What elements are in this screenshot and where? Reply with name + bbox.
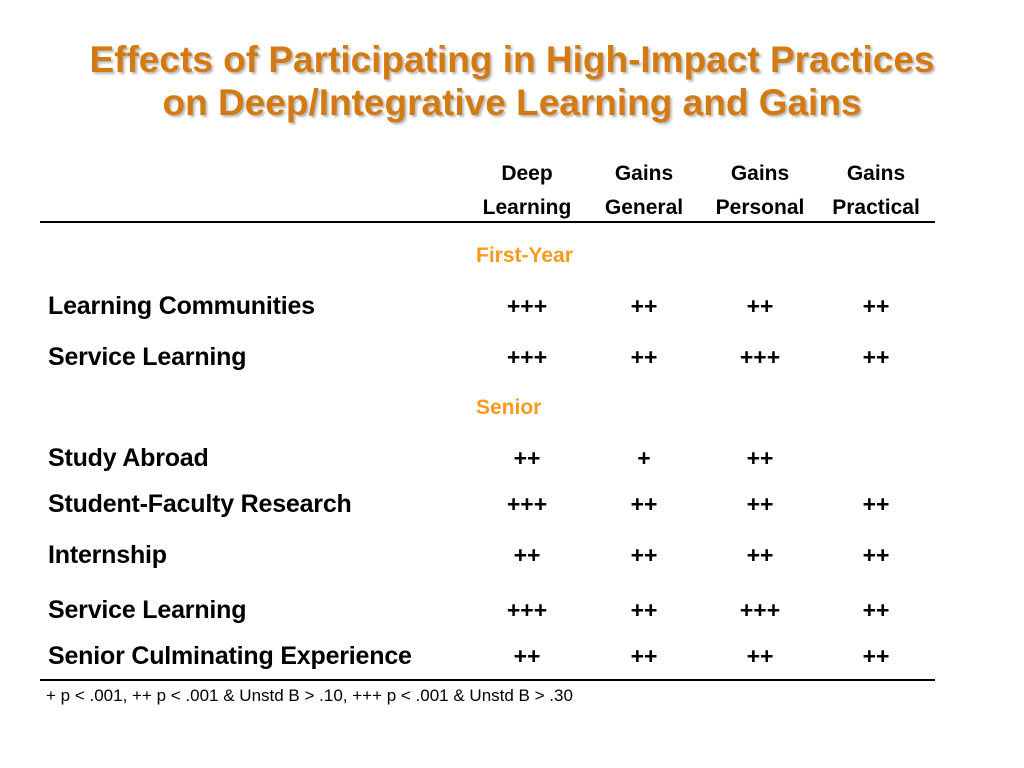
cell-deep-learning: +++: [506, 293, 548, 319]
cell-gains-personal: +++: [739, 597, 781, 623]
cell-gains-practical: ++: [862, 542, 890, 568]
row-label: Internship: [48, 541, 167, 569]
cell-gains-general: ++: [630, 293, 658, 319]
column-header-deep-learning: Deep Learning: [482, 162, 572, 219]
cell-gains-practical: ++: [862, 491, 890, 517]
cell-gains-personal: ++: [746, 445, 774, 471]
cell-gains-personal: ++: [746, 643, 774, 669]
table-row: Service Learning +++ ++ +++ ++: [0, 342, 1024, 372]
table-row: Study Abroad ++ + ++: [0, 443, 1024, 473]
cell-gains-personal: ++: [746, 542, 774, 568]
row-label: Service Learning: [48, 343, 247, 371]
cell-deep-learning: ++: [513, 643, 541, 669]
cell-gains-general: ++: [630, 344, 658, 370]
slide-title: Effects of Participating in High-Impact …: [0, 38, 1024, 124]
row-label: Service Learning: [48, 596, 247, 624]
title-line-1: Effects of Participating in High-Impact …: [89, 39, 935, 80]
row-label: Senior Culminating Experience: [48, 642, 412, 670]
table-row: Senior Culminating Experience ++ ++ ++ +…: [0, 641, 1024, 671]
cell-gains-personal: ++: [746, 293, 774, 319]
cell-deep-learning: +++: [506, 491, 548, 517]
cell-gains-practical: ++: [862, 293, 890, 319]
cell-deep-learning: +++: [506, 344, 548, 370]
table-row: Internship ++ ++ ++ ++: [0, 540, 1024, 570]
cell-gains-practical: ++: [862, 643, 890, 669]
footnote: + p < .001, ++ p < .001 & Unstd B > .10,…: [46, 686, 573, 705]
header-rule: [40, 221, 935, 223]
column-header-gains-general: Gains General: [604, 162, 684, 219]
table-row: Service Learning +++ ++ +++ ++: [0, 595, 1024, 625]
table-row: Student-Faculty Research +++ ++ ++ ++: [0, 489, 1024, 519]
column-header-gains-practical: Gains Practical: [832, 162, 920, 219]
cell-gains-general: +: [637, 445, 651, 471]
cell-deep-learning: +++: [506, 597, 548, 623]
cell-gains-personal: +++: [739, 344, 781, 370]
cell-gains-practical: ++: [862, 597, 890, 623]
cell-gains-general: ++: [630, 597, 658, 623]
cell-gains-practical: ++: [862, 344, 890, 370]
row-label: Student-Faculty Research: [48, 490, 352, 518]
cell-gains-personal: ++: [746, 491, 774, 517]
cell-gains-general: ++: [630, 491, 658, 517]
section-label-first-year: First-Year: [476, 244, 573, 267]
bottom-rule: [40, 679, 935, 681]
cell-deep-learning: ++: [513, 445, 541, 471]
cell-gains-general: ++: [630, 542, 658, 568]
row-label: Learning Communities: [48, 292, 315, 320]
table-row: Learning Communities +++ ++ ++ ++: [0, 291, 1024, 321]
cell-gains-general: ++: [630, 643, 658, 669]
row-label: Study Abroad: [48, 444, 209, 472]
title-line-2: on Deep/Integrative Learning and Gains: [162, 82, 862, 123]
cell-deep-learning: ++: [513, 542, 541, 568]
section-label-senior: Senior: [476, 396, 542, 419]
column-header-gains-personal: Gains Personal: [715, 162, 805, 219]
